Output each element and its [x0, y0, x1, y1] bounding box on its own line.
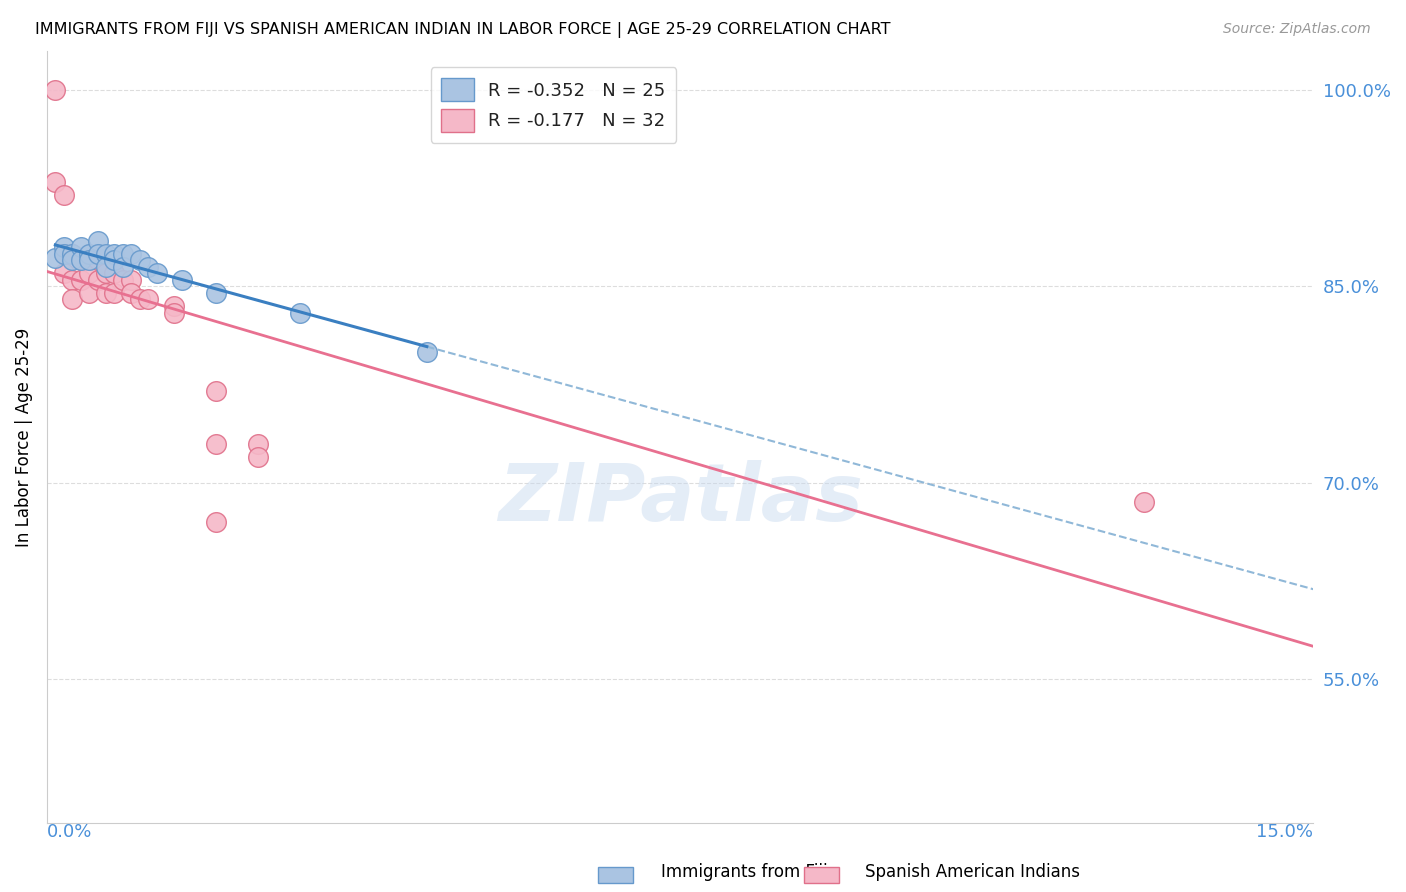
Text: 15.0%: 15.0% [1257, 823, 1313, 841]
Point [162, 305, 184, 319]
Point [60, 293, 83, 307]
Text: Immigrants from Fiji: Immigrants from Fiji [661, 863, 828, 881]
Point [120, 246, 142, 260]
Point [77, 253, 100, 268]
Point [60, 273, 83, 287]
Point [162, 299, 184, 313]
Point [145, 266, 167, 280]
Point [103, 266, 125, 280]
Point [416, 344, 439, 359]
Y-axis label: In Labor Force | Age 25-29: In Labor Force | Age 25-29 [15, 327, 32, 547]
Point [103, 285, 125, 300]
Point [52, 187, 75, 202]
Legend: R = -0.352   N = 25, R = -0.177   N = 32: R = -0.352 N = 25, R = -0.177 N = 32 [430, 68, 676, 143]
Point [204, 285, 226, 300]
Point [86, 273, 108, 287]
Point [246, 450, 269, 464]
Point [1133, 495, 1156, 509]
Point [86, 234, 108, 248]
Point [52, 246, 75, 260]
Point [44, 251, 66, 265]
Text: Spanish American Indians: Spanish American Indians [865, 863, 1080, 881]
Point [94, 266, 117, 280]
Point [94, 285, 117, 300]
Point [69, 273, 91, 287]
Text: 0.0%: 0.0% [46, 823, 93, 841]
Point [204, 436, 226, 450]
Point [77, 285, 100, 300]
Point [111, 260, 134, 274]
Point [69, 253, 91, 268]
Point [204, 515, 226, 529]
Point [128, 253, 150, 268]
Point [128, 293, 150, 307]
Point [111, 246, 134, 260]
Point [111, 273, 134, 287]
Point [94, 260, 117, 274]
Text: Source: ZipAtlas.com: Source: ZipAtlas.com [1223, 22, 1371, 37]
Point [86, 253, 108, 268]
Point [69, 253, 91, 268]
Point [69, 240, 91, 254]
Point [52, 246, 75, 260]
Point [44, 175, 66, 189]
Point [103, 253, 125, 268]
Point [170, 273, 193, 287]
Text: ZIPatlas: ZIPatlas [498, 459, 863, 538]
Point [60, 253, 83, 268]
Point [52, 266, 75, 280]
Point [120, 273, 142, 287]
Point [60, 246, 83, 260]
Point [77, 266, 100, 280]
Point [77, 246, 100, 260]
Point [136, 293, 159, 307]
Point [77, 253, 100, 268]
Point [204, 384, 226, 399]
Point [94, 246, 117, 260]
Point [52, 240, 75, 254]
Point [136, 260, 159, 274]
Point [44, 83, 66, 97]
Point [86, 246, 108, 260]
Point [60, 246, 83, 260]
Point [103, 246, 125, 260]
Point [246, 436, 269, 450]
Point [120, 285, 142, 300]
Text: IMMIGRANTS FROM FIJI VS SPANISH AMERICAN INDIAN IN LABOR FORCE | AGE 25-29 CORRE: IMMIGRANTS FROM FIJI VS SPANISH AMERICAN… [35, 22, 890, 38]
Point [288, 305, 311, 319]
